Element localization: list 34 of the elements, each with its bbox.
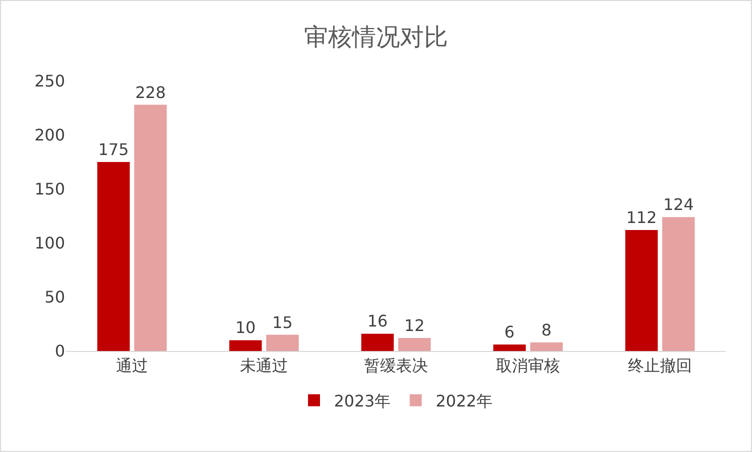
y-tick-label: 100 (34, 234, 65, 253)
y-tick-label: 50 (44, 288, 65, 307)
legend-label: 2022年 (436, 392, 492, 411)
data-label: 10 (235, 318, 256, 338)
data-label: 228 (135, 82, 166, 102)
bar (398, 338, 431, 351)
y-tick-label: 250 (34, 72, 65, 91)
y-tick-label: 200 (34, 126, 65, 145)
data-label: 112 (626, 208, 657, 228)
data-label: 8 (541, 320, 552, 340)
x-tick-label: 取消审核 (496, 356, 560, 376)
y-tick-label: 0 (54, 342, 65, 361)
legend-label: 2023年 (334, 392, 391, 411)
data-label: 6 (504, 322, 515, 342)
bar (266, 334, 299, 351)
data-label: 175 (98, 140, 129, 159)
x-tick-label: 终止撤回 (628, 356, 692, 376)
data-label: 124 (663, 195, 694, 214)
x-tick-label: 未通过 (240, 356, 288, 376)
bar (530, 342, 563, 351)
bar (134, 104, 167, 351)
data-label: 16 (367, 312, 388, 331)
chart-title: 审核情况对比 (304, 22, 448, 51)
y-tick-label: 150 (34, 180, 65, 199)
bar (97, 162, 130, 351)
bar (229, 340, 262, 351)
bar (493, 344, 526, 351)
data-label: 12 (404, 316, 425, 336)
x-tick-label: 通过 (116, 356, 148, 376)
bar (625, 230, 658, 351)
bar (361, 334, 394, 351)
bar (662, 217, 695, 351)
data-label: 15 (272, 312, 293, 332)
x-tick-label: 暂缓表决 (364, 356, 428, 376)
